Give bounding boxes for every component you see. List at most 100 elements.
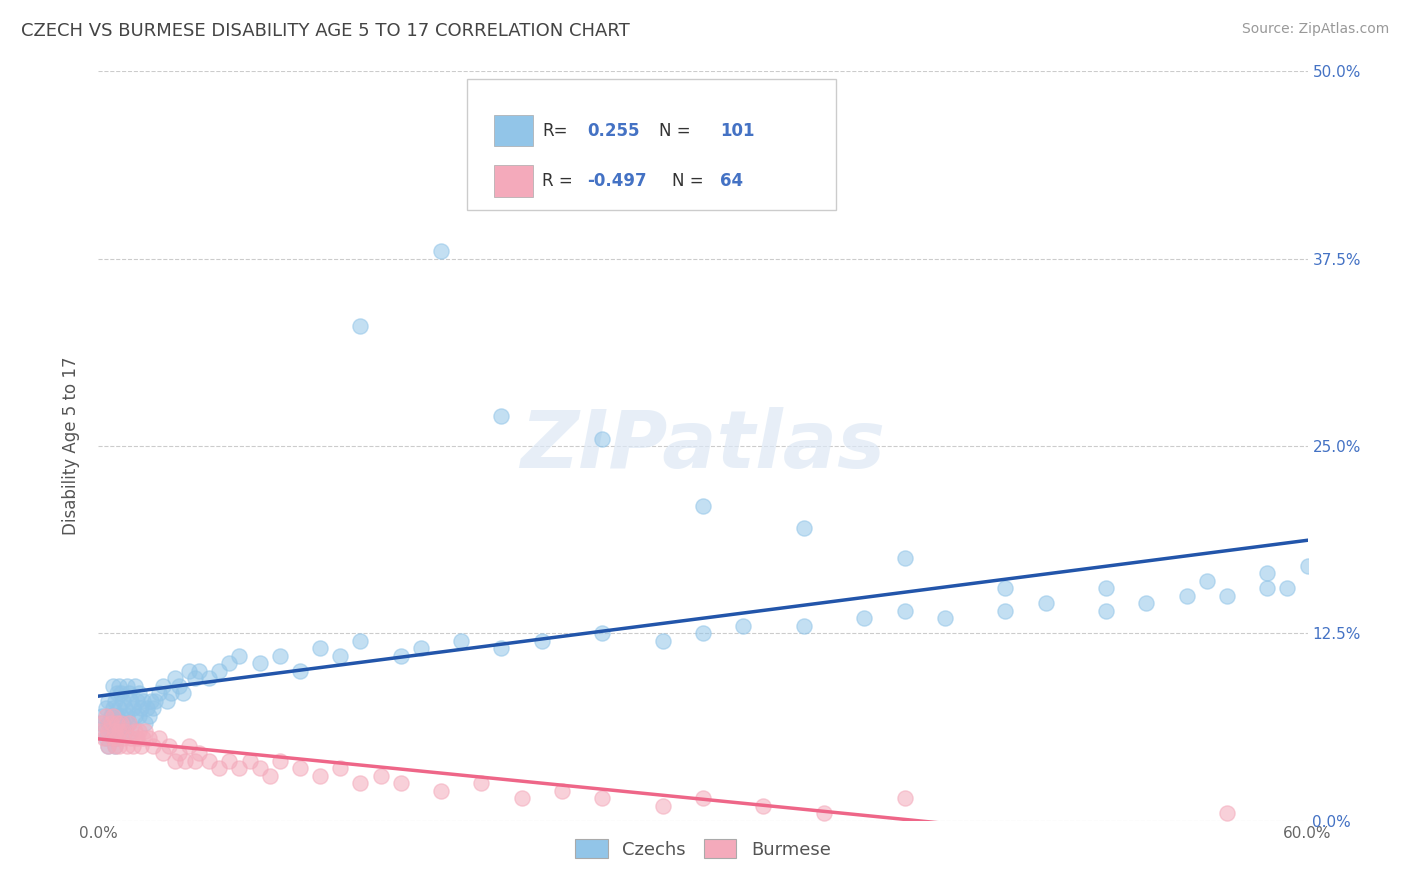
Point xyxy=(103,694,125,708)
Point xyxy=(118,716,141,731)
Point xyxy=(510,791,533,805)
Point xyxy=(329,761,352,775)
Point xyxy=(118,686,141,700)
Point xyxy=(409,641,432,656)
Point xyxy=(105,708,128,723)
Text: -0.497: -0.497 xyxy=(586,172,647,190)
Point xyxy=(97,739,120,753)
Point xyxy=(89,723,111,738)
Point xyxy=(1195,574,1218,588)
Point xyxy=(121,701,143,715)
Point xyxy=(125,694,148,708)
Point xyxy=(89,716,111,731)
Point xyxy=(167,746,190,760)
Point xyxy=(179,739,201,753)
Point xyxy=(97,723,120,738)
Point xyxy=(97,716,120,731)
Point xyxy=(491,409,513,423)
Point xyxy=(142,701,165,715)
Point xyxy=(288,664,311,678)
Point xyxy=(1135,596,1157,610)
Point xyxy=(110,716,132,731)
Legend: Czechs, Burmese: Czechs, Burmese xyxy=(567,830,839,868)
Point xyxy=(692,499,714,513)
Text: 0.255: 0.255 xyxy=(586,121,640,139)
Point xyxy=(128,686,150,700)
Point xyxy=(1277,582,1299,596)
Point xyxy=(389,776,412,790)
Point xyxy=(105,731,128,746)
Text: R =: R = xyxy=(543,172,572,190)
Text: Source: ZipAtlas.com: Source: ZipAtlas.com xyxy=(1241,22,1389,37)
Point xyxy=(114,723,136,738)
Point xyxy=(142,739,165,753)
Point xyxy=(198,671,221,685)
Point xyxy=(198,754,221,768)
Point xyxy=(218,754,240,768)
Point xyxy=(100,716,122,731)
Point xyxy=(101,708,124,723)
Point xyxy=(93,731,115,746)
Point xyxy=(101,701,124,715)
Point xyxy=(134,716,156,731)
Point xyxy=(93,723,115,738)
Point xyxy=(249,761,271,775)
Point xyxy=(152,679,174,693)
Point xyxy=(105,716,128,731)
Point xyxy=(129,739,152,753)
Point xyxy=(934,611,956,625)
Point xyxy=(128,723,150,738)
Point xyxy=(100,708,122,723)
Point xyxy=(156,694,179,708)
Text: N =: N = xyxy=(672,172,703,190)
Point xyxy=(148,731,170,746)
Point xyxy=(115,739,138,753)
Point xyxy=(491,641,513,656)
Point xyxy=(121,739,143,753)
Point xyxy=(1296,558,1319,573)
Point xyxy=(138,708,160,723)
FancyBboxPatch shape xyxy=(494,165,533,197)
Point xyxy=(893,604,915,618)
Point xyxy=(228,761,250,775)
FancyBboxPatch shape xyxy=(467,78,837,210)
Text: R=: R= xyxy=(543,121,568,139)
Point xyxy=(793,619,815,633)
Point xyxy=(148,686,170,700)
Point xyxy=(172,686,194,700)
Point xyxy=(692,791,714,805)
Point xyxy=(893,791,915,805)
Point xyxy=(134,723,156,738)
Point xyxy=(591,626,613,640)
Point xyxy=(124,679,146,693)
Point xyxy=(101,679,124,693)
Point xyxy=(103,716,125,731)
Text: N =: N = xyxy=(659,121,692,139)
Point xyxy=(269,754,291,768)
Point xyxy=(107,723,129,738)
Point xyxy=(752,798,775,813)
Point xyxy=(218,657,240,671)
Point xyxy=(103,739,125,753)
Point xyxy=(1035,596,1057,610)
Point xyxy=(893,551,915,566)
Point xyxy=(101,731,124,746)
Point xyxy=(813,806,835,821)
Point xyxy=(430,244,453,259)
Point xyxy=(309,769,332,783)
Point xyxy=(118,716,141,731)
Point xyxy=(349,633,371,648)
Point xyxy=(249,657,271,671)
Point xyxy=(179,664,201,678)
Point xyxy=(114,701,136,715)
Point xyxy=(110,686,132,700)
Point xyxy=(288,761,311,775)
Point xyxy=(167,679,190,693)
Point xyxy=(105,731,128,746)
Point xyxy=(91,716,114,731)
Point xyxy=(370,769,392,783)
Point xyxy=(157,739,180,753)
Point xyxy=(239,754,262,768)
Point xyxy=(430,783,453,797)
Point xyxy=(651,798,673,813)
